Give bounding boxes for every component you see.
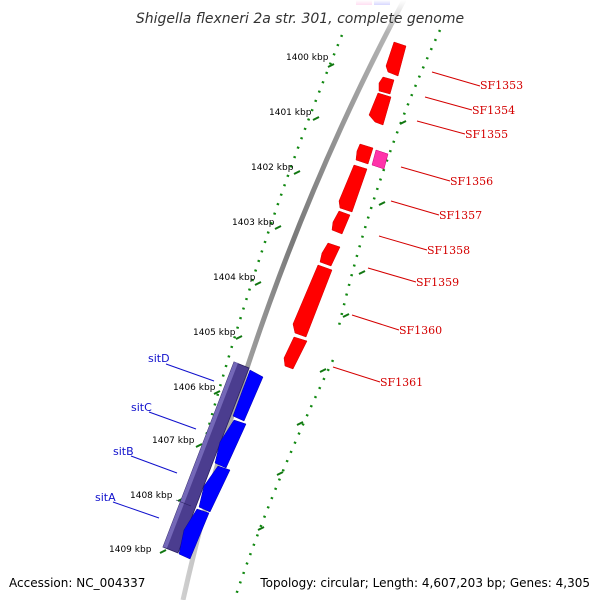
track-tick bbox=[342, 313, 350, 318]
reverse-gene-labels: SF1353 SF1354 SF1355 SF1356 SF1357 SF135… bbox=[332, 71, 523, 389]
gene-label-sf1360[interactable]: SF1360 bbox=[399, 324, 442, 337]
track-ticks bbox=[257, 120, 407, 531]
gene-label-sf1354[interactable]: SF1354 bbox=[472, 104, 515, 117]
gene-label-sitd[interactable]: sitD bbox=[148, 352, 170, 365]
label-leader bbox=[130, 455, 178, 474]
track-tick bbox=[296, 421, 304, 426]
gene-label-sf1353[interactable]: SF1353 bbox=[480, 79, 523, 92]
gene-arrow[interactable] bbox=[198, 465, 231, 513]
ruler-tick bbox=[195, 443, 203, 448]
ruler-label: 1405 kbp bbox=[193, 328, 236, 338]
topology-label: Topology: circular; Length: 4,607,203 bp… bbox=[259, 576, 590, 590]
reverse-strand-genes bbox=[283, 41, 407, 370]
gene-label-sita[interactable]: sitA bbox=[95, 491, 116, 504]
operon-block-divider bbox=[175, 499, 192, 507]
gene-label-sf1359[interactable]: SF1359 bbox=[416, 276, 459, 289]
ruler-label: 1408 kbp bbox=[130, 491, 173, 501]
track-tick bbox=[358, 270, 366, 275]
ruler-tick bbox=[235, 335, 243, 340]
ruler-tick bbox=[213, 390, 221, 395]
track-tick bbox=[257, 526, 265, 531]
gene-arrow[interactable] bbox=[283, 336, 308, 370]
label-leader bbox=[165, 363, 215, 382]
label-leader bbox=[112, 501, 160, 519]
gene-arrow[interactable] bbox=[355, 143, 374, 165]
ruler-tick bbox=[312, 116, 320, 121]
ruler-tick bbox=[254, 281, 262, 286]
ruler-label: 1403 kbp bbox=[232, 218, 275, 228]
gene-label-sf1356[interactable]: SF1356 bbox=[450, 175, 493, 188]
gene-label-sf1361[interactable]: SF1361 bbox=[380, 376, 423, 389]
ruler-label: 1404 kbp bbox=[213, 273, 256, 283]
gene-label-sitb[interactable]: sitB bbox=[113, 445, 134, 458]
label-leader bbox=[332, 366, 381, 383]
map-title: Shigella flexneri 2a str. 301, complete … bbox=[136, 11, 464, 27]
forward-strand-genes bbox=[178, 369, 264, 560]
track-tick bbox=[399, 120, 407, 125]
ruler-dotted-line bbox=[174, 34, 344, 553]
label-leader bbox=[148, 411, 197, 430]
operon-block-highlight bbox=[163, 362, 238, 548]
track-dotted-line-upper bbox=[336, 29, 442, 331]
ruler-label: 1406 kbp bbox=[173, 383, 216, 393]
track-tick bbox=[378, 201, 386, 206]
ruler-label: 1409 kbp bbox=[109, 545, 152, 555]
ruler-tick bbox=[327, 63, 335, 68]
track-dotted-line-lower bbox=[234, 359, 335, 596]
accession-label: Accession: NC_004337 bbox=[9, 576, 145, 590]
gene-label-sf1355[interactable]: SF1355 bbox=[465, 128, 508, 141]
label-leader bbox=[400, 166, 451, 182]
gene-pseudo[interactable] bbox=[371, 149, 389, 170]
track-tick bbox=[276, 471, 284, 476]
label-leader bbox=[378, 235, 428, 251]
label-leader bbox=[424, 96, 473, 111]
dna-backbone bbox=[180, 0, 407, 600]
ruler-label: 1407 kbp bbox=[152, 436, 195, 446]
operon-block[interactable] bbox=[162, 361, 250, 554]
gene-arrow[interactable] bbox=[368, 92, 392, 126]
ruler-label: 1402 kbp bbox=[251, 163, 294, 173]
gene-arrow[interactable] bbox=[214, 419, 247, 469]
track-tick bbox=[319, 368, 327, 373]
label-leader bbox=[431, 71, 481, 87]
gene-label-sf1357[interactable]: SF1357 bbox=[439, 209, 482, 222]
label-leader bbox=[351, 314, 400, 331]
label-leader bbox=[367, 267, 417, 283]
forward-gene-labels: sitD sitC sitB sitA bbox=[95, 352, 215, 519]
gene-arrow[interactable] bbox=[338, 164, 368, 213]
gene-label-sitc[interactable]: sitC bbox=[131, 401, 152, 414]
gene-arrow[interactable] bbox=[385, 41, 407, 77]
gene-arrow[interactable] bbox=[378, 76, 395, 95]
ruler-label: 1401 kbp bbox=[269, 108, 312, 118]
label-leader bbox=[416, 120, 466, 135]
gene-arrow[interactable] bbox=[292, 264, 333, 338]
ruler-label: 1400 kbp bbox=[286, 53, 329, 63]
ruler-tick bbox=[159, 549, 167, 554]
ruler-tick bbox=[293, 170, 301, 175]
gene-arrow[interactable] bbox=[232, 369, 264, 422]
ruler-tick bbox=[274, 225, 282, 230]
label-leader bbox=[390, 200, 440, 216]
gene-arrow[interactable] bbox=[319, 242, 341, 267]
gene-label-sf1358[interactable]: SF1358 bbox=[427, 244, 470, 257]
gene-arrow[interactable] bbox=[331, 210, 351, 235]
fade-overlay bbox=[340, 0, 410, 32]
gene-arrow[interactable] bbox=[178, 508, 210, 560]
